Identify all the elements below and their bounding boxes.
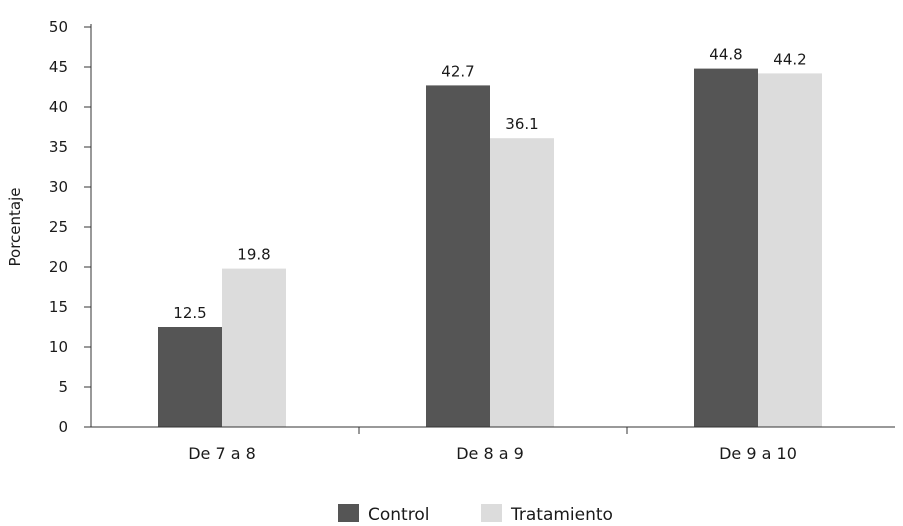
y-tick-label: 5 <box>58 378 68 396</box>
legend: Control Tratamiento <box>338 504 613 525</box>
y-tick-label: 40 <box>49 98 68 116</box>
bar-value-label: 44.2 <box>773 50 806 68</box>
legend-swatch-tratamiento <box>481 504 502 522</box>
legend-swatch-control <box>338 504 359 522</box>
y-tick-label: 30 <box>49 178 68 196</box>
y-tick-label: 0 <box>58 418 68 436</box>
bar-value-label: 36.1 <box>505 115 538 133</box>
legend-label-control: Control <box>368 505 429 525</box>
x-category-label: De 9 a 10 <box>719 444 797 463</box>
bar-control <box>426 85 490 428</box>
bar-value-label: 19.8 <box>237 246 270 264</box>
bar-control <box>694 68 758 427</box>
y-tick-label: 50 <box>49 18 68 36</box>
y-tick-label: 20 <box>49 258 68 276</box>
bar-value-label: 44.8 <box>709 46 742 64</box>
y-tick-label: 10 <box>49 338 68 356</box>
y-tick-label: 45 <box>49 58 68 76</box>
x-category-label: De 8 a 9 <box>456 444 524 463</box>
x-category-label: De 7 a 8 <box>188 444 256 463</box>
bar-tratamiento <box>222 268 286 427</box>
x-axis: De 7 a 8 De 8 a 9 De 9 a 10 <box>91 426 895 463</box>
y-tick-label: 15 <box>49 298 68 316</box>
bar-tratamiento <box>758 73 822 428</box>
y-axis-title: Porcentaje <box>6 188 24 267</box>
y-tick-label: 25 <box>49 218 68 236</box>
y-tick-label: 35 <box>49 138 68 156</box>
bars: 12.5 19.8 42.7 36.1 44.8 44.2 <box>158 46 822 428</box>
bar-control <box>158 327 222 427</box>
bar-value-label: 42.7 <box>441 62 474 80</box>
bar-value-label: 12.5 <box>173 304 206 322</box>
bar-tratamiento <box>490 138 554 427</box>
y-axis: 0 5 10 15 20 25 30 35 40 45 50 <box>49 18 92 436</box>
legend-label-tratamiento: Tratamiento <box>510 505 613 525</box>
